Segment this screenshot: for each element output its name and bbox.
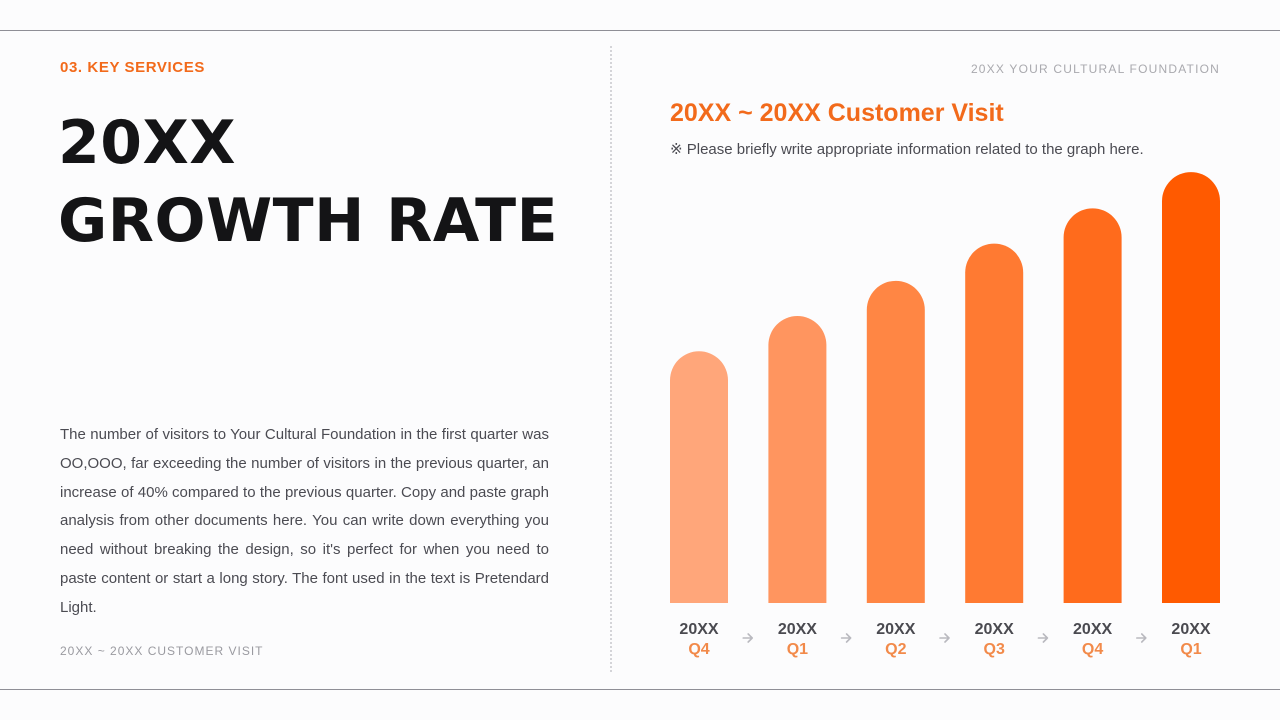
column-divider	[610, 46, 612, 672]
arrow-icon	[1136, 633, 1147, 643]
bar-label-year-4: 20XX	[975, 621, 1014, 638]
section-label: 03. KEY SERVICES	[60, 59, 205, 76]
bar-label-quarter-3: Q2	[885, 641, 906, 658]
bar-label-quarter-6: Q1	[1180, 641, 1201, 658]
bar-6	[1162, 172, 1220, 603]
bar-label-quarter-5: Q4	[1082, 641, 1103, 658]
bar-4	[965, 243, 1024, 603]
bar-label-quarter-4: Q3	[984, 641, 1005, 658]
bar-label-year-6: 20XX	[1171, 621, 1210, 638]
bottom-rule	[0, 689, 1280, 690]
headline: 20XX GROWTH RATE	[58, 104, 558, 260]
chart-title: 20XX ~ 20XX Customer Visit	[670, 99, 1004, 127]
bar-label-year-2: 20XX	[778, 621, 817, 638]
bar-label-quarter-1: Q4	[688, 641, 709, 658]
bar-3	[866, 280, 925, 603]
arrow-icon	[939, 633, 950, 643]
footer-label: 20XX ~ 20XX CUSTOMER VISIT	[60, 644, 264, 658]
foundation-label: 20XX YOUR CULTURAL FOUNDATION	[970, 62, 1220, 76]
headline-line-1: 20XX	[58, 108, 237, 178]
body-paragraph: The number of visitors to Your Cultural …	[60, 426, 549, 616]
top-rule	[0, 30, 1280, 31]
bar-label-year-1: 20XX	[679, 621, 718, 638]
arrow-icon	[1037, 633, 1049, 643]
bar-label-year-3: 20XX	[876, 621, 915, 638]
headline-line-2: GROWTH RATE	[58, 186, 559, 256]
arrow-icon	[742, 633, 753, 643]
bar-2	[768, 316, 827, 603]
bar-1	[670, 351, 728, 603]
arrow-icon	[840, 633, 852, 643]
bar-label-year-5: 20XX	[1073, 621, 1112, 638]
bar-chart: 20XX Q4 20XX Q1 20XX Q2 20XX Q3 20XX Q4 20XX Q1	[670, 172, 1220, 658]
chart-subtitle: ※ Please briefly write appropriate infor…	[670, 141, 1144, 158]
bar-5	[1063, 208, 1122, 603]
bar-label-quarter-2: Q1	[787, 641, 808, 658]
